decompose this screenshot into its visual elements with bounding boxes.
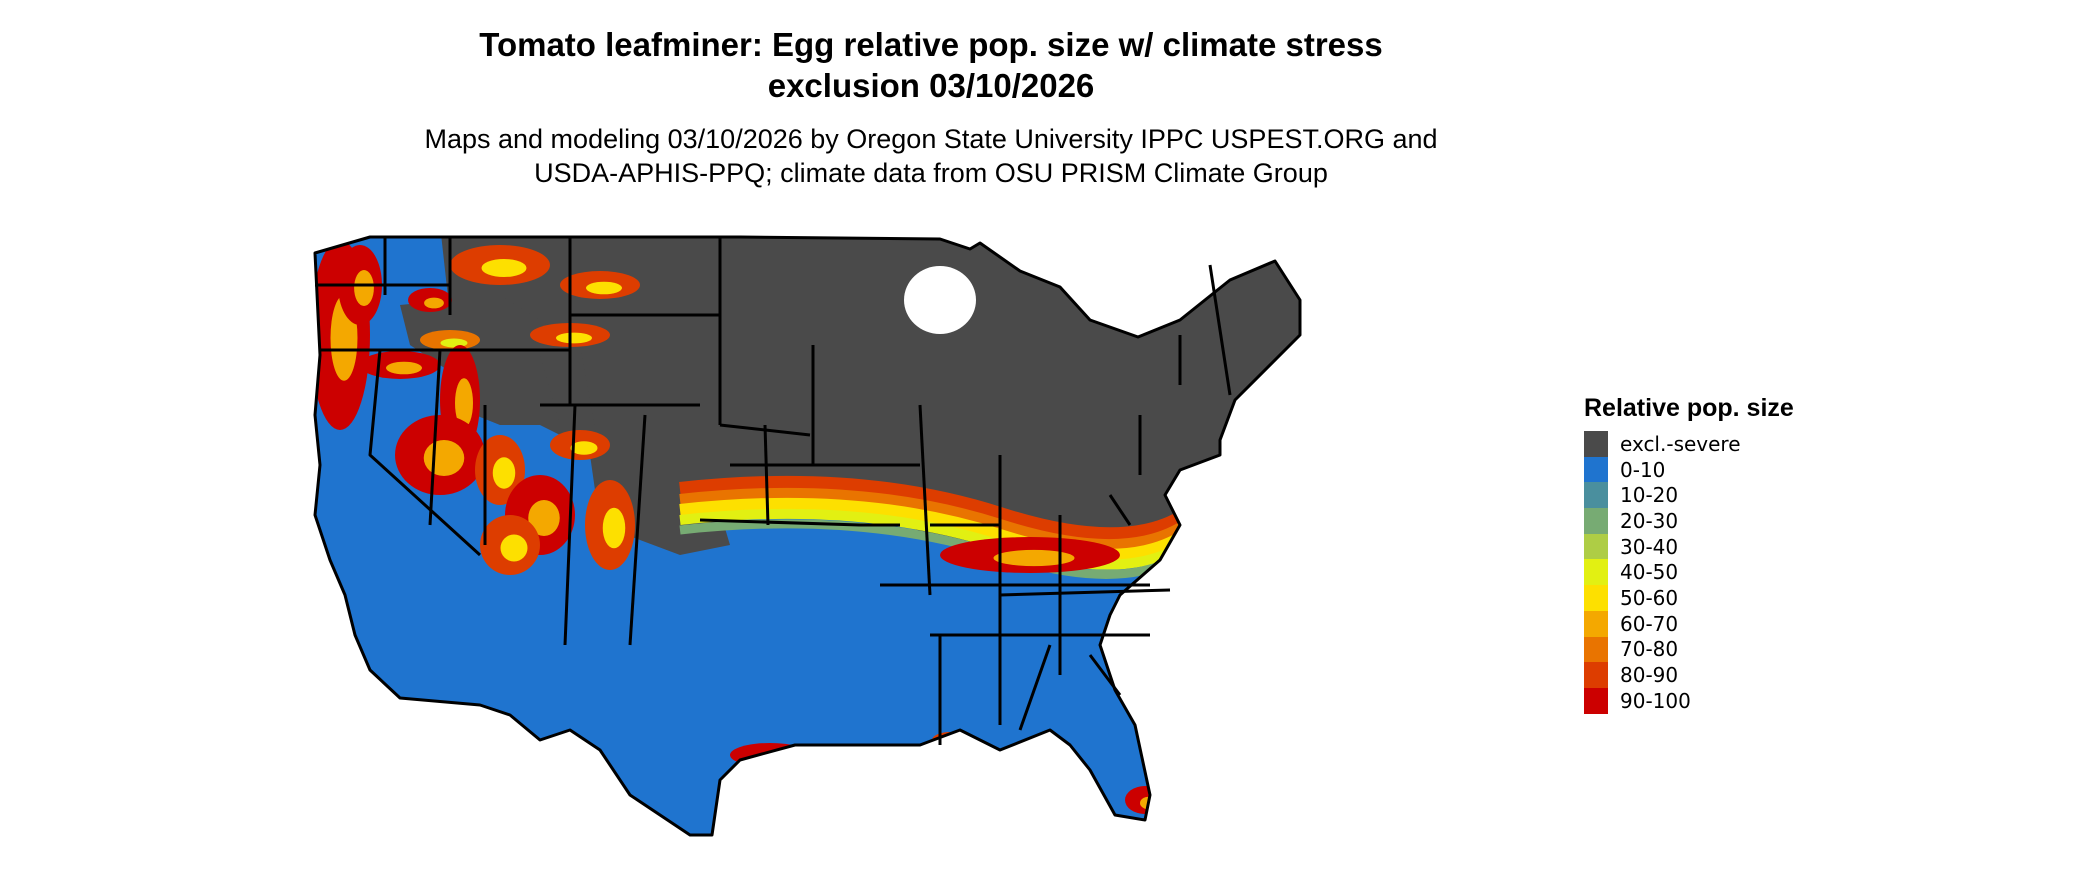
suitability-spot — [586, 281, 622, 295]
suitability-spot — [481, 259, 527, 277]
legend-item: 40-50 — [1584, 559, 1794, 586]
suitability-belt — [679, 475, 1234, 544]
legend-label: 50-60 — [1620, 585, 1679, 610]
legend-swatch — [1584, 456, 1608, 483]
legend-swatch — [1584, 559, 1608, 586]
legend: Relative pop. size excl.-severe 0-10 10-20… — [1584, 394, 1794, 714]
legend-item: 50-60 — [1584, 585, 1794, 611]
suitability-spot — [730, 743, 810, 767]
legend-title: Relative pop. size — [1584, 394, 1794, 422]
suitability-spot — [993, 549, 1075, 567]
suitability-spot — [556, 332, 592, 344]
state-border — [1108, 494, 1132, 526]
legend-item: 60-70 — [1584, 610, 1794, 637]
legend-swatch — [1584, 662, 1608, 688]
state-border — [918, 404, 932, 596]
legend-item: excl.-severe — [1584, 431, 1794, 457]
map-title-line-2: exclusion 03/10/2026 — [767, 67, 1095, 104]
legend-item: 90-100 — [1584, 687, 1794, 714]
legend-items: excl.-severe 0-10 10-20 20-30 30-40 40-50 50-6… — [1584, 431, 1794, 714]
suitability-spot — [850, 784, 868, 812]
suitability-spot — [602, 507, 626, 549]
region-excluded — [570, 237, 1300, 555]
legend-item: 0-10 — [1584, 456, 1794, 483]
legend-swatch — [1584, 431, 1608, 457]
legend-swatch — [1584, 610, 1608, 637]
legend-label: 70-80 — [1620, 637, 1679, 662]
suitability-spot — [492, 457, 516, 489]
legend-swatch — [1584, 636, 1608, 663]
legend-swatch — [1584, 482, 1608, 509]
legend-item: 30-40 — [1584, 533, 1794, 560]
suitability-spot — [837, 765, 873, 825]
map-subtitle: Maps and modeling 03/10/2026 by Oregon S… — [0, 122, 1862, 190]
legend-item: 70-80 — [1584, 636, 1794, 663]
legend-label: 40-50 — [1620, 560, 1679, 585]
suitability-spot — [945, 739, 963, 747]
state-border — [563, 404, 577, 646]
map-subtitle-line-2: USDA-APHIS-PPQ; climate data from OSU PR… — [534, 158, 1328, 188]
state-border — [999, 588, 1171, 597]
state-border — [368, 349, 482, 557]
map-title-line-1: Tomato leafminer: Egg relative pop. size… — [479, 26, 1383, 63]
legend-label: 10-20 — [1620, 483, 1679, 508]
state-border — [1208, 264, 1232, 396]
suitability-spot — [500, 534, 528, 562]
state-border — [763, 424, 770, 526]
legend-label: excl.-severe — [1620, 431, 1741, 456]
state-borders — [313, 235, 1302, 837]
suitability-spot — [386, 361, 422, 375]
legend-label: 90-100 — [1620, 688, 1691, 713]
state-border — [1018, 644, 1052, 731]
legend-swatch — [1584, 508, 1608, 534]
legend-swatch — [1584, 687, 1608, 714]
suitability-belt — [679, 497, 1233, 561]
legend-item: 10-20 — [1584, 482, 1794, 509]
legend-label: 0-10 — [1620, 457, 1666, 482]
legend-label: 30-40 — [1620, 534, 1679, 559]
state-border — [1088, 654, 1122, 696]
map-subtitle-line-1: Maps and modeling 03/10/2026 by Oregon S… — [424, 124, 1438, 154]
country-outline — [313, 235, 1302, 837]
legend-label: 80-90 — [1620, 663, 1679, 688]
suitability-belt — [679, 487, 1233, 552]
lake-michigan — [904, 266, 976, 334]
suitability-spot — [424, 297, 444, 309]
suitability-spot — [528, 500, 560, 536]
legend-swatch — [1584, 585, 1608, 611]
state-border — [628, 414, 647, 646]
state-border — [699, 518, 861, 527]
suitability-spot — [455, 378, 473, 428]
legend-item: 80-90 — [1584, 662, 1794, 688]
suitability-spot — [570, 441, 598, 455]
legend-label: 60-70 — [1620, 611, 1679, 636]
suitability-spot — [423, 440, 465, 476]
legend-item: 20-30 — [1584, 508, 1794, 534]
suitability-spot — [354, 270, 374, 306]
state-border — [428, 349, 442, 526]
legend-swatch — [1584, 533, 1608, 560]
us-map — [313, 235, 1302, 837]
map-title: Tomato leafminer: Egg relative pop. size… — [0, 24, 1862, 106]
legend-label: 20-30 — [1620, 508, 1679, 533]
